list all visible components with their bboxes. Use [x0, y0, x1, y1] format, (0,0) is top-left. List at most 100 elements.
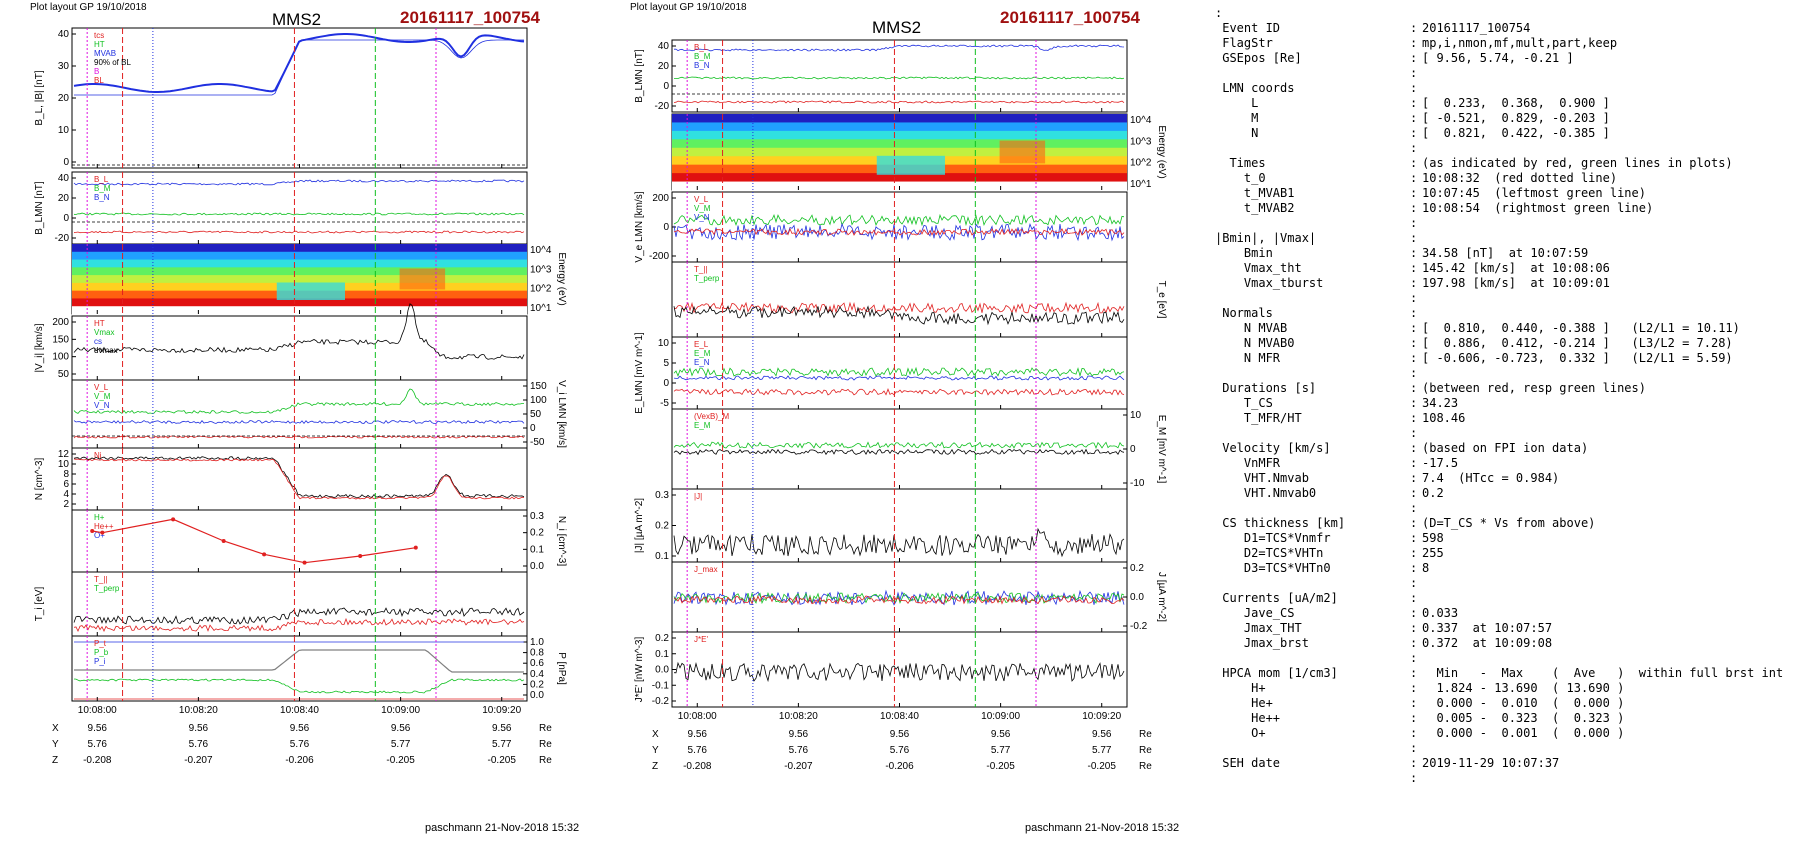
fig1-panel-2 [671, 191, 1128, 263]
info-value: 0.000 - 0.010 ( 0.000 ) [1422, 696, 1625, 710]
legend-entry: V_L [694, 195, 709, 204]
info-value: 10:07:45 (leftmost green line) [1422, 186, 1646, 200]
info-row: VHT.Nmvab:7.4 (HTcc = 0.984) [1215, 471, 1783, 486]
legend-entry: E_L [694, 340, 709, 349]
fig1-panel-7 [671, 561, 1128, 633]
info-value: 0.2 [1422, 486, 1444, 500]
info-value: [ 0.810, 0.440, -0.388 ] (L2/L1 = 10.11) [1422, 321, 1740, 335]
info-row: Vmax_tht:145.42 [km/s] at 10:08:06 [1215, 261, 1783, 276]
spectrogram-band [672, 122, 1127, 132]
y-tick-label: 12 [58, 449, 70, 460]
legend-entry: HT [94, 40, 105, 49]
panel-frame [671, 191, 1128, 263]
legend-entry: V_N [694, 213, 710, 222]
y-tick-label: 40 [658, 41, 670, 52]
info-key: Vmax_tburst [1215, 276, 1324, 290]
legend-entry: P_i [94, 657, 106, 666]
legend-entry: B_M [94, 184, 111, 193]
y-tick-label: 150 [52, 334, 69, 345]
info-value: (as indicated by red, green lines in plo… [1422, 156, 1733, 170]
info-key: Times [1215, 156, 1266, 170]
info-value: 0.000 - 0.001 ( 0.000 ) [1422, 726, 1625, 740]
fig1-panel-0 [671, 39, 1128, 113]
y-tick-label: 0.2 [655, 633, 669, 644]
data-series [73, 617, 525, 632]
y-tick-label: 0 [63, 157, 69, 168]
legend-entry: T_perp [94, 584, 120, 593]
info-colon: : [1410, 51, 1418, 65]
legend-entry: HT [94, 319, 105, 328]
info-colon: : [1410, 36, 1418, 50]
legend-entry: E_M [694, 421, 711, 430]
x-tick-label: 10:09:20 [482, 705, 521, 716]
y-tick-label: 0.2 [1130, 563, 1144, 574]
info-key: T_CS [1215, 396, 1273, 410]
y-tick-label: 10 [1130, 410, 1142, 421]
panel-frame [671, 408, 1128, 490]
y-axis-label: E_LMN [mV m^-1] [634, 332, 645, 414]
info-key: Durations [s] [1215, 381, 1317, 395]
y-tick-label: 0.3 [655, 490, 669, 501]
info-row: |Bmin|, |Vmax|: [1215, 231, 1783, 246]
panel-frame [71, 171, 528, 245]
info-row: Jave_CS:0.033 [1215, 606, 1783, 621]
y-tick-label: 0.0 [1130, 592, 1144, 603]
info-colon: : [1410, 516, 1418, 530]
info-value: -17.5 [1422, 456, 1459, 470]
info-key: Velocity [km/s] [1215, 441, 1331, 455]
y-tick-label: 200 [652, 193, 669, 204]
y-tick-label: 0.8 [530, 648, 544, 659]
legend-entry: B_N [94, 193, 110, 202]
legend-entry: Vmax [94, 328, 114, 337]
info-key: HPCA mom [1/cm3] [1215, 666, 1338, 680]
position-value: -0.208 [83, 755, 112, 766]
position-value: 9.56 [290, 723, 310, 734]
info-row: He++: 0.005 - 0.323 ( 0.323 ) [1215, 711, 1783, 726]
info-colon: : [1410, 336, 1418, 350]
x-tick-label: 10:08:20 [779, 711, 818, 722]
data-series [73, 419, 525, 425]
y-tick-label: 0.1 [530, 544, 544, 555]
data-series [673, 213, 1125, 227]
info-value: Min - Max ( Ave ) within full brst int [1422, 666, 1784, 680]
panel-frame [671, 39, 1128, 113]
legend-entry: P_b [94, 648, 109, 657]
y-tick-label: 30 [58, 61, 70, 72]
info-key: Bmin [1215, 246, 1273, 260]
info-row: N MVAB: [ 0.810, 0.440, -0.388 ] (L2/L1 =… [1215, 321, 1783, 336]
legend-entry: dvmax [94, 346, 118, 355]
y-tick-label: 100 [530, 395, 547, 406]
position-value: 5.77 [391, 739, 411, 750]
legend-entry: T_|| [694, 265, 708, 274]
info-row: Currents [uA/m2]: [1215, 591, 1783, 606]
y-axis-label: T_e [eV] [1156, 281, 1167, 319]
position-value: 9.56 [88, 723, 108, 734]
info-value: [ 0.233, 0.368, 0.900 ] [1422, 96, 1610, 110]
info-value: 34.23 [1422, 396, 1459, 410]
x-tick-label: 10:09:00 [981, 711, 1020, 722]
info-colon: : [1410, 231, 1418, 245]
info-row: Times: (as indicated by red, green lines … [1215, 156, 1783, 171]
info-colon: : [1410, 561, 1418, 575]
data-series [673, 100, 1125, 104]
position-row-label: Y [52, 739, 59, 750]
info-key: VHT.Nmvab0 [1215, 486, 1317, 500]
info-colon: : [1410, 291, 1418, 305]
legend-entry: B [94, 67, 99, 76]
info-row: : [1215, 291, 1783, 306]
panel-frame [71, 635, 528, 702]
info-row: L: [ 0.233, 0.368, 0.900 ] [1215, 96, 1783, 111]
y-tick-label: 10^3 [530, 264, 552, 275]
y-tick-label: 0 [663, 81, 669, 92]
position-value: 5.76 [189, 739, 209, 750]
position-value: 5.76 [88, 739, 108, 750]
spectrogram-band [72, 267, 527, 276]
info-row: H+: 1.824 - 13.690 ( 13.690 ) [1215, 681, 1783, 696]
info-row: N: [ 0.821, 0.422, -0.385 ] [1215, 126, 1783, 141]
info-row: t_MVAB2:10:08:54 (rightmost green line) [1215, 201, 1783, 216]
info-value: 7.4 (HTcc = 0.984) [1422, 471, 1560, 485]
x-tick-label: 10:08:00 [78, 705, 117, 716]
position-value: -0.206 [285, 755, 314, 766]
x-tick-label: 10:08:40 [880, 711, 919, 722]
y-tick-label: 0.1 [655, 649, 669, 660]
